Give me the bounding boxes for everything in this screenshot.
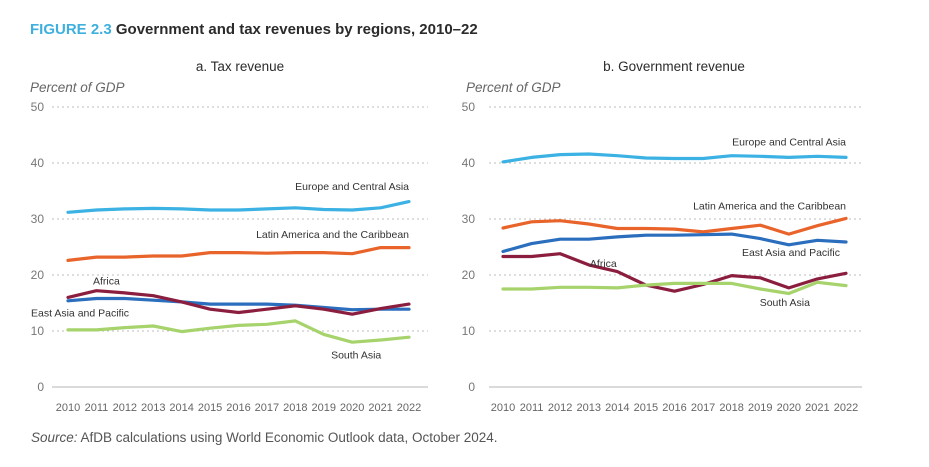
- source-label: Source:: [31, 430, 78, 445]
- x-tick-label: 2014: [169, 402, 193, 414]
- series-label: East Asia and Pacific: [31, 307, 129, 319]
- source-note: Source: AfDB calculations using World Ec…: [31, 430, 498, 445]
- panel-title: b. Government revenue: [603, 59, 745, 74]
- series-line-east-asia-and-pacific: [501, 232, 848, 254]
- series-label: South Asia: [760, 297, 810, 309]
- y-tick-label: 20: [31, 268, 45, 282]
- x-tick-label: 2016: [662, 402, 686, 414]
- x-tick-label: 2010: [491, 402, 515, 414]
- y-tick-labels: 0 10 20 30 40 50: [31, 100, 45, 394]
- series-line-latin-america-and-the-caribbean: [501, 216, 848, 236]
- y-tick-label: 40: [31, 156, 45, 170]
- series-label: East Asia and Pacific: [742, 247, 840, 259]
- x-tick-label: 2022: [834, 402, 858, 414]
- x-tick-label: 2010: [56, 402, 80, 414]
- x-tick-label: 2013: [577, 402, 601, 414]
- x-tick-label: 2021: [368, 402, 392, 414]
- panel-tax-revenue: a. Tax revenue Percent of GDP 0 10 20 30 40 5…: [30, 59, 428, 414]
- figure-title-text: Government and tax revenues by regions, …: [115, 21, 478, 38]
- x-tick-label: 2020: [777, 402, 801, 414]
- series-line-africa: [501, 252, 848, 293]
- series-line-latin-america-and-the-caribbean: [66, 246, 411, 262]
- x-tick-label: 2012: [113, 402, 137, 414]
- series-label: Europe and Central Asia: [732, 137, 846, 149]
- y-axis-label: Percent of GDP: [30, 80, 125, 95]
- y-tick-label: 50: [31, 100, 45, 114]
- x-tick-label: 2020: [340, 402, 364, 414]
- x-tick-label: 2018: [283, 402, 307, 414]
- x-tick-label: 2022: [397, 402, 421, 414]
- panel-government-revenue: b. Government revenue Percent of GDP 0 10…: [462, 59, 862, 414]
- x-tick-labels: 2010 2011 2012 2013 2014 2015 2016 2017 2018 2019…: [56, 402, 421, 414]
- x-tick-label: 2011: [85, 402, 109, 414]
- gridlines: [489, 106, 862, 388]
- series-line-europe-and-central-asia: [501, 152, 848, 164]
- x-tick-label: 2017: [691, 402, 715, 414]
- panel-title: a. Tax revenue: [196, 59, 284, 74]
- figure-title: FIGURE 2.3 Government and tax revenues b…: [30, 21, 478, 38]
- x-tick-label: 2018: [719, 402, 743, 414]
- source-text: AfDB calculations using World Economic O…: [77, 430, 498, 445]
- x-tick-label: 2013: [141, 402, 165, 414]
- x-tick-label: 2014: [605, 402, 629, 414]
- y-tick-label: 10: [31, 324, 45, 338]
- y-tick-label: 30: [462, 212, 476, 226]
- y-tick-labels: 0 10 20 30 40 50: [462, 100, 476, 394]
- x-tick-label: 2012: [548, 402, 572, 414]
- series-labels: Europe and Central Asia Latin America and…: [31, 181, 409, 362]
- x-tick-label: 2015: [634, 402, 658, 414]
- y-tick-label: 20: [462, 268, 476, 282]
- series-label: South Asia: [331, 349, 381, 361]
- series-lines: [501, 152, 848, 296]
- x-tick-label: 2019: [312, 402, 336, 414]
- y-tick-label: 10: [462, 324, 476, 338]
- x-tick-label: 2016: [226, 402, 250, 414]
- y-tick-label: 30: [31, 212, 45, 226]
- x-tick-labels: 2010 2011 2012 2013 2014 2015 2016 2017 2018 2019…: [491, 402, 858, 414]
- series-labels: Europe and Central Asia Latin America and…: [590, 137, 846, 309]
- x-tick-label: 2011: [520, 402, 544, 414]
- figure-number: FIGURE 2.3: [30, 21, 112, 38]
- series-line-south-asia: [501, 280, 848, 296]
- series-label: Africa: [93, 276, 120, 288]
- y-tick-label: 0: [468, 380, 475, 394]
- y-tick-label: 40: [462, 156, 476, 170]
- series-label: Latin America and the Caribbean: [256, 229, 409, 241]
- y-tick-label: 0: [37, 380, 44, 394]
- series-line-europe-and-central-asia: [66, 200, 411, 214]
- series-label: Latin America and the Caribbean: [693, 200, 846, 212]
- y-tick-label: 50: [462, 100, 476, 114]
- x-tick-label: 2021: [805, 402, 829, 414]
- x-tick-label: 2015: [198, 402, 222, 414]
- series-label: Europe and Central Asia: [295, 181, 409, 193]
- series-line-south-asia: [66, 319, 411, 344]
- series-label: Africa: [590, 258, 617, 270]
- series-lines: [66, 200, 411, 344]
- series-line-africa: [66, 289, 411, 316]
- x-tick-label: 2019: [748, 402, 772, 414]
- y-axis-label: Percent of GDP: [466, 80, 561, 95]
- gridlines: [52, 106, 428, 388]
- series-line-east-asia-and-pacific: [66, 296, 411, 312]
- x-tick-label: 2017: [255, 402, 279, 414]
